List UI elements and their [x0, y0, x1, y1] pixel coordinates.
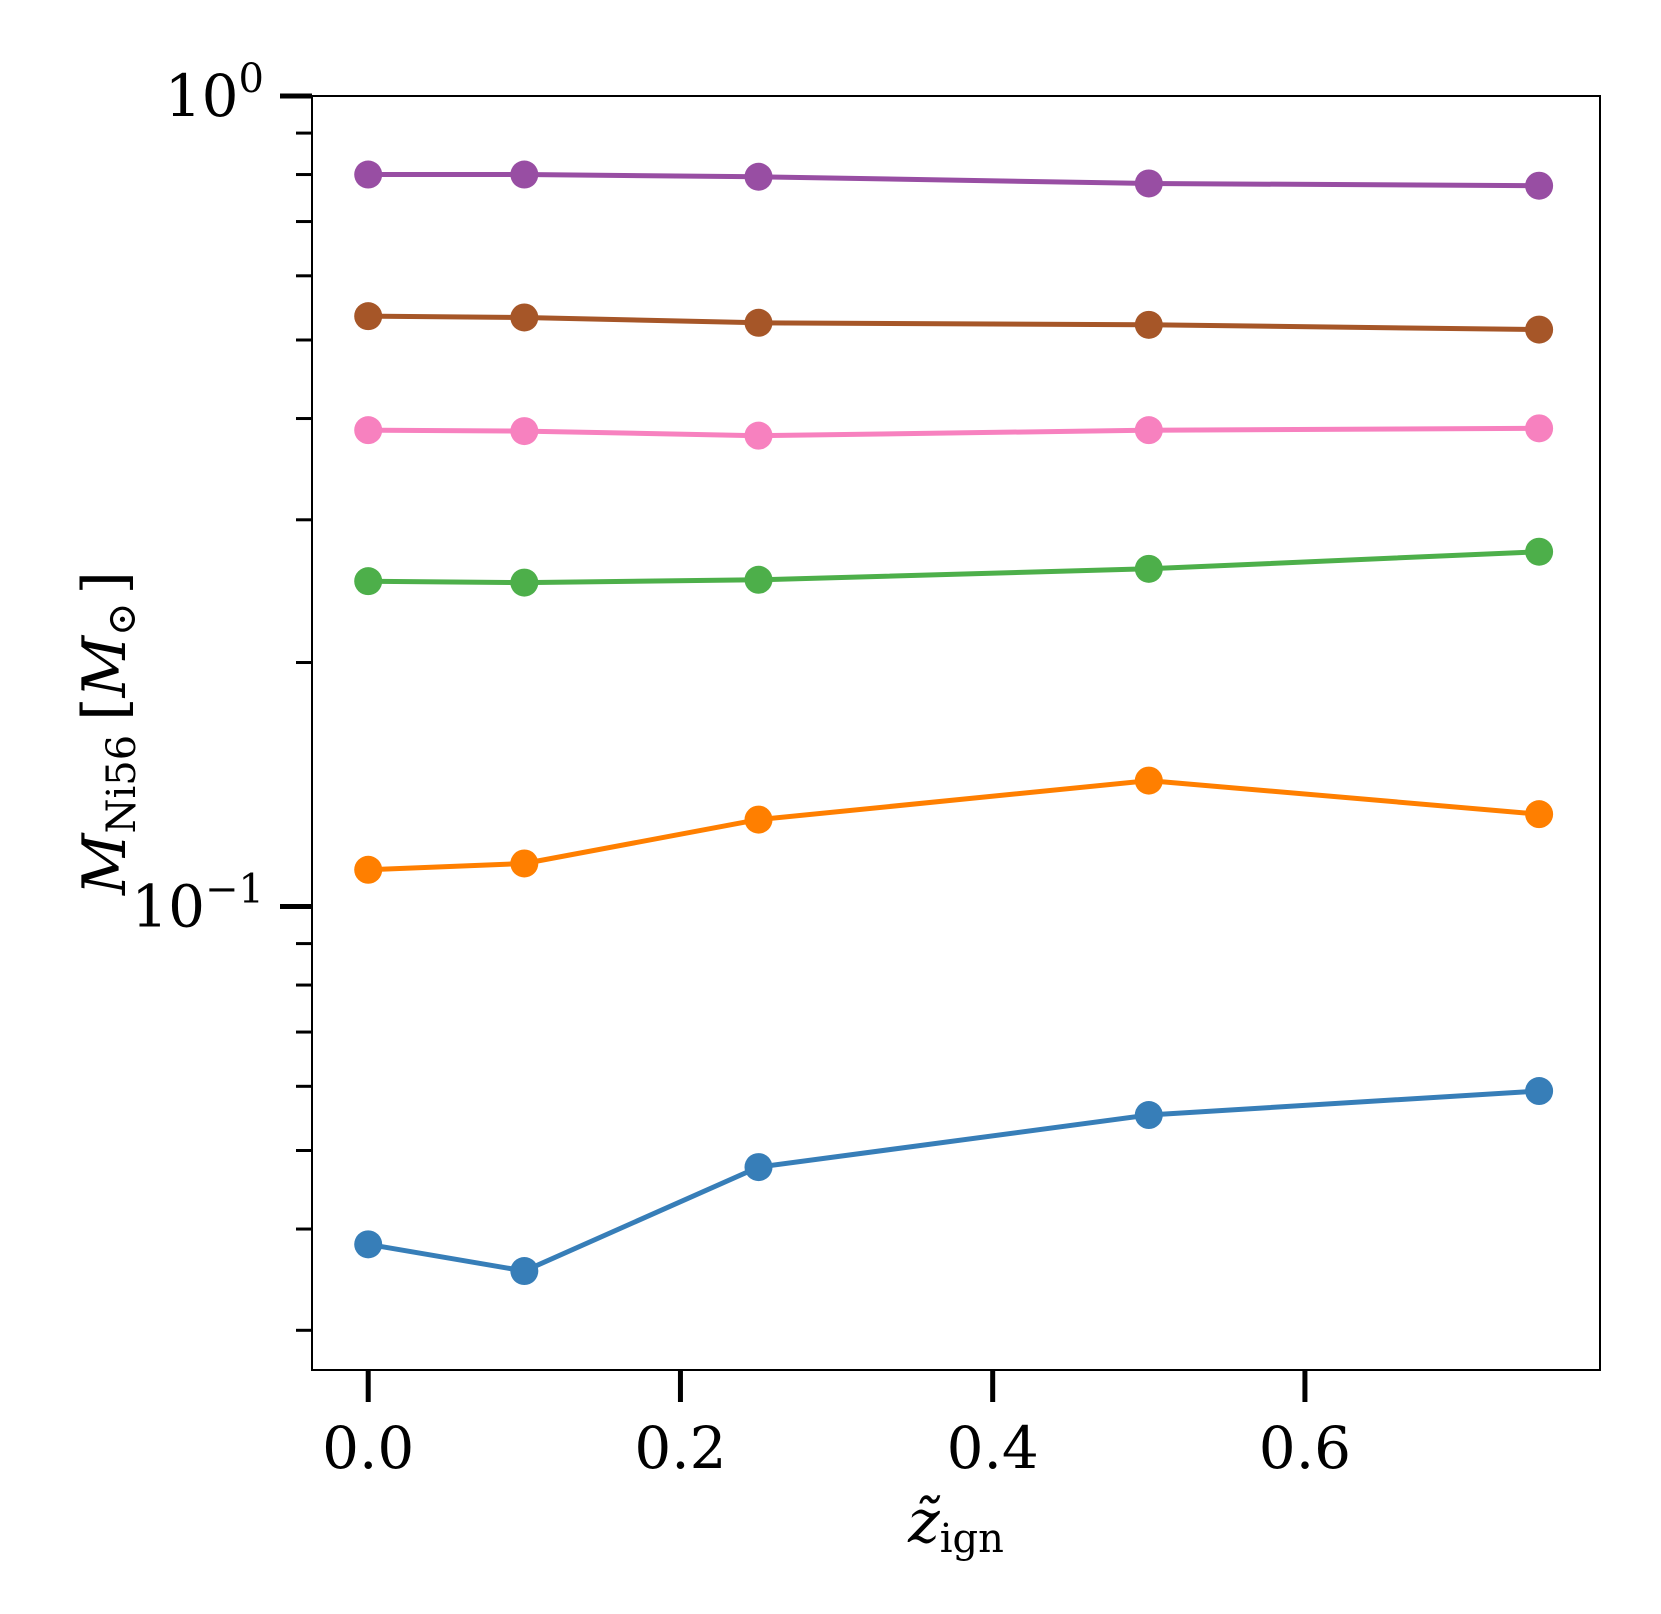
series-green-point: [1134, 554, 1163, 583]
series-blue-point: [1134, 1101, 1163, 1130]
series-blue-point: [1525, 1077, 1554, 1106]
series-orange-point: [354, 855, 383, 884]
x-tick-label: 0.4: [947, 1414, 1039, 1482]
series-pink-point: [1134, 416, 1163, 445]
series-blue-point: [354, 1230, 383, 1259]
y-axis-title-bracket-close: ]: [70, 571, 140, 594]
series-brown-point: [510, 303, 539, 332]
x-ticks: 0.0 0.2 0.4 0.6: [322, 1370, 1351, 1482]
series-purple-point: [744, 162, 773, 191]
series-pink: [354, 414, 1554, 450]
y-axis-title: MNi56[M⊙]: [70, 571, 145, 896]
series-orange-point: [1525, 800, 1554, 829]
series-brown-point: [744, 308, 773, 337]
x-axis-title-sub: ign: [940, 1516, 1004, 1562]
series-green-point: [510, 568, 539, 597]
y-tick-label-exponent: 0: [239, 56, 264, 102]
x-tick-label: 0.0: [322, 1414, 414, 1482]
series-green-point: [744, 565, 773, 594]
y-axis-title-sub: Ni56: [99, 735, 145, 834]
series-orange-point: [744, 805, 773, 834]
series-purple-point: [354, 160, 383, 189]
series-blue-point: [510, 1257, 539, 1286]
series-pink-point: [510, 417, 539, 446]
x-tick-label: 0.6: [1259, 1414, 1351, 1482]
series-orange-point: [1134, 766, 1163, 795]
x-axis-title-main: z̃: [907, 1487, 941, 1557]
series-purple-point: [1525, 171, 1554, 200]
series-pink-point: [744, 421, 773, 450]
series-brown-point: [354, 302, 383, 331]
y-axis-title-unit-sub: ⊙: [99, 602, 145, 636]
y-axis-title-main: M: [70, 832, 140, 896]
y-axis-title-bracket-open: [: [70, 697, 140, 720]
series-blue-point: [744, 1153, 773, 1182]
series-purple: [354, 160, 1554, 200]
series-green-point: [1525, 537, 1554, 566]
y-minor-ticks: [296, 131, 312, 1332]
series-brown-point: [1525, 315, 1554, 344]
x-tick-label: 0.2: [634, 1414, 726, 1482]
series-orange-point: [510, 849, 539, 878]
y-tick-label-base: 10: [131, 873, 205, 941]
series-brown: [354, 302, 1554, 344]
x-axis-title: z̃ign: [907, 1487, 1004, 1562]
series-pink-point: [1525, 414, 1554, 443]
series-green-point: [354, 567, 383, 596]
y-tick-label: 100: [165, 56, 264, 130]
series-brown-point: [1134, 310, 1163, 339]
series-blue: [354, 1077, 1554, 1286]
y-tick-label-base: 10: [165, 62, 239, 130]
series-orange: [354, 766, 1554, 884]
series-pink-point: [354, 416, 383, 445]
series-layer: [354, 160, 1554, 1286]
series-purple-point: [1134, 169, 1163, 198]
plot-area: [311, 95, 1601, 1371]
series-purple-point: [510, 160, 539, 189]
y-tick-label: 10−1: [131, 867, 264, 941]
series-green: [354, 537, 1554, 597]
y-tick-label-exponent: −1: [205, 867, 264, 913]
y-axis-title-unit-main: M: [70, 634, 140, 698]
